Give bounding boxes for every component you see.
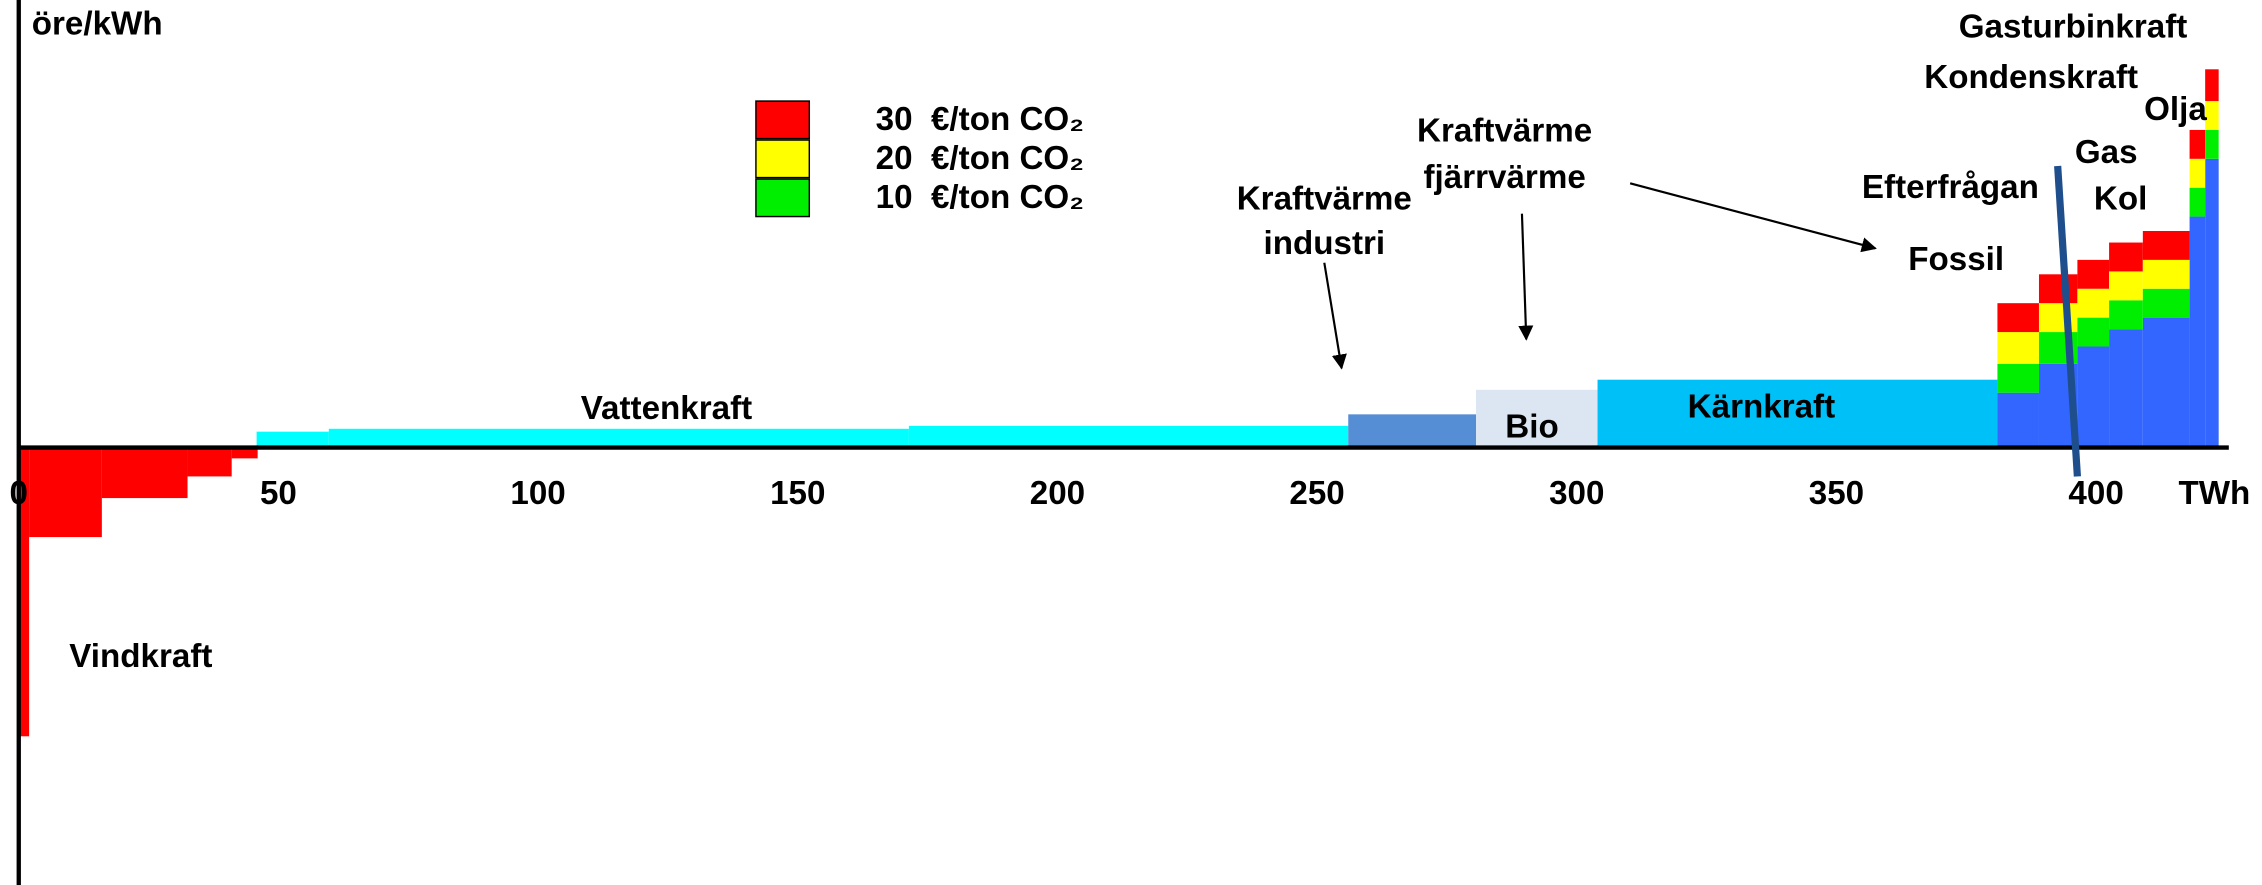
- block-segment: [256, 431, 329, 448]
- block-label: Vindkraft: [69, 638, 212, 675]
- co2-segment: [2038, 303, 2078, 333]
- legend-label: 10 €/ton CO₂: [876, 179, 1084, 216]
- legend-label: 20 €/ton CO₂: [876, 140, 1084, 177]
- demand-label: Efterfrågan: [1862, 169, 2039, 206]
- block-segment: [1997, 392, 2039, 448]
- block-segment: [29, 447, 102, 538]
- annotation: Kol: [2094, 180, 2147, 217]
- legend-swatch: [755, 100, 811, 140]
- x-tick-label: 150: [770, 475, 825, 512]
- block-segment: [1597, 379, 1998, 448]
- block-segment: [18, 447, 30, 737]
- block-segment: [2077, 346, 2110, 448]
- block-segment: [2205, 158, 2219, 448]
- co2-segment: [1997, 332, 2039, 364]
- legend-swatch: [755, 139, 811, 179]
- block-label: Kärnkraft: [1688, 388, 1835, 425]
- block-segment: [908, 425, 1349, 448]
- annotation: Gasturbinkraft: [1959, 9, 2188, 46]
- block-segment: [101, 447, 188, 499]
- co2-segment: [2142, 259, 2190, 289]
- co2-segment: [2109, 242, 2143, 272]
- co2-segment: [2205, 69, 2219, 102]
- x-tick-label: 250: [1289, 475, 1344, 512]
- block-segment: [2189, 216, 2206, 448]
- legend-swatch: [755, 178, 811, 218]
- block-segment: [187, 447, 232, 477]
- co2-segment: [2038, 274, 2078, 304]
- block-label: Vattenkraft: [581, 390, 752, 427]
- co2-segment: [2077, 288, 2110, 318]
- annotation: Gas: [2075, 134, 2138, 171]
- co2-segment: [2189, 187, 2206, 217]
- block-segment: [1348, 414, 1477, 448]
- demand-line: [2054, 165, 2082, 477]
- co2-segment: [2205, 129, 2219, 159]
- block-segment: [231, 447, 258, 459]
- x-tick-label: 400: [2068, 475, 2123, 512]
- x-tick-label: 0: [10, 475, 28, 512]
- x-tick-label: 200: [1030, 475, 1085, 512]
- annotation: fjärrvärme: [1423, 159, 1585, 196]
- co2-segment: [2077, 259, 2110, 289]
- block-label: Bio: [1505, 409, 1558, 446]
- block-segment: [2109, 329, 2143, 448]
- x-tick-label: 300: [1549, 475, 1604, 512]
- co2-segment: [2189, 129, 2206, 159]
- marks: [18, 69, 2219, 737]
- block-segment: [328, 428, 909, 448]
- block-label: industri: [1263, 225, 1385, 262]
- y-axis-label: öre/kWh: [32, 6, 163, 43]
- co2-segment: [2142, 288, 2190, 318]
- co2-segment: [1997, 303, 2039, 333]
- co2-segment: [2109, 271, 2143, 301]
- arrow: [1323, 262, 1347, 370]
- block-label: Fossil: [1908, 241, 2004, 278]
- arrow: [1518, 213, 1534, 341]
- annotation: Kondenskraft: [1924, 59, 2138, 96]
- legend-label: 30 €/ton CO₂: [876, 101, 1084, 138]
- arrow: [1629, 182, 1877, 253]
- block-segment: [2142, 317, 2190, 448]
- co2-segment: [2109, 300, 2143, 330]
- x-tick-label: 350: [1809, 475, 1864, 512]
- co2-segment: [2142, 230, 2190, 260]
- x-tick-label: 50: [260, 475, 297, 512]
- block-label: Kraftvärme: [1237, 180, 1412, 217]
- annotation: Kraftvärme: [1417, 113, 1592, 150]
- co2-segment: [1997, 363, 2039, 393]
- co2-segment: [2077, 317, 2110, 347]
- co2-segment: [2189, 158, 2206, 188]
- x-axis-label: TWh: [2178, 475, 2250, 512]
- x-tick-label: 100: [510, 475, 565, 512]
- co2-segment: [2205, 101, 2219, 130]
- block-segment: [1476, 389, 1598, 448]
- annotation: Olja: [2144, 91, 2207, 128]
